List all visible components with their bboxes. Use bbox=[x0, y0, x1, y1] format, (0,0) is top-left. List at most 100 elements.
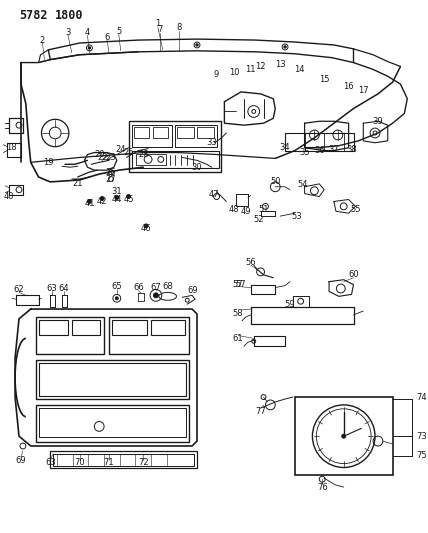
Text: 74: 74 bbox=[416, 393, 427, 401]
Text: 65: 65 bbox=[111, 282, 122, 291]
Text: 46: 46 bbox=[141, 224, 152, 233]
Text: 13: 13 bbox=[275, 60, 285, 69]
Bar bbox=[39, 320, 68, 335]
Bar bbox=[36, 405, 189, 442]
Text: 44: 44 bbox=[112, 195, 122, 204]
Text: 27: 27 bbox=[106, 175, 116, 184]
Bar bbox=[151, 320, 185, 335]
Text: 41: 41 bbox=[84, 199, 95, 208]
Text: 63: 63 bbox=[47, 284, 58, 293]
Text: 71: 71 bbox=[104, 458, 114, 467]
Circle shape bbox=[127, 195, 131, 198]
Text: 55: 55 bbox=[350, 205, 361, 214]
Text: 4: 4 bbox=[85, 28, 90, 37]
Text: 16: 16 bbox=[343, 82, 354, 91]
Text: 11: 11 bbox=[246, 65, 256, 74]
Bar bbox=[295, 397, 392, 475]
Text: 10: 10 bbox=[229, 68, 239, 77]
Text: 9: 9 bbox=[214, 70, 219, 79]
Circle shape bbox=[154, 293, 158, 298]
Bar bbox=[132, 151, 219, 168]
Text: 60: 60 bbox=[348, 270, 359, 279]
Text: 24: 24 bbox=[116, 145, 126, 154]
Text: 50: 50 bbox=[270, 177, 280, 187]
Bar bbox=[197, 127, 214, 138]
Text: 3: 3 bbox=[65, 28, 71, 37]
Text: 17: 17 bbox=[358, 86, 369, 95]
Bar bbox=[112, 320, 147, 335]
Text: 77: 77 bbox=[255, 407, 266, 416]
Text: 49: 49 bbox=[241, 207, 251, 216]
Text: 69: 69 bbox=[16, 456, 26, 465]
Text: 18: 18 bbox=[6, 143, 17, 152]
Text: 1800: 1800 bbox=[55, 9, 84, 22]
Circle shape bbox=[88, 47, 91, 49]
Bar bbox=[137, 154, 166, 165]
Text: 19: 19 bbox=[43, 158, 54, 167]
Circle shape bbox=[144, 224, 148, 228]
Text: 39: 39 bbox=[373, 117, 383, 126]
Text: 23: 23 bbox=[106, 153, 116, 162]
Bar bbox=[51, 451, 197, 469]
Bar bbox=[72, 320, 100, 335]
Text: 12: 12 bbox=[256, 62, 266, 71]
Bar bbox=[53, 454, 194, 465]
Text: 67: 67 bbox=[151, 283, 161, 292]
Text: 75: 75 bbox=[416, 451, 427, 461]
Circle shape bbox=[284, 46, 286, 48]
Text: 48: 48 bbox=[229, 205, 240, 214]
Text: 38: 38 bbox=[346, 145, 357, 154]
Bar bbox=[178, 127, 194, 138]
Text: 7: 7 bbox=[157, 25, 163, 34]
Text: 8: 8 bbox=[177, 23, 182, 32]
Text: 33: 33 bbox=[206, 138, 217, 147]
Text: 66: 66 bbox=[133, 283, 144, 292]
Text: 20: 20 bbox=[94, 150, 104, 159]
Text: 30: 30 bbox=[192, 163, 202, 172]
Text: 22: 22 bbox=[98, 153, 108, 162]
Text: 53: 53 bbox=[291, 212, 302, 221]
Circle shape bbox=[342, 434, 346, 438]
Text: 42: 42 bbox=[97, 197, 107, 206]
Text: 61: 61 bbox=[233, 334, 244, 343]
Text: 57: 57 bbox=[236, 280, 247, 289]
Text: 69: 69 bbox=[188, 286, 199, 295]
Text: 72: 72 bbox=[138, 458, 149, 467]
Text: 59: 59 bbox=[285, 300, 295, 309]
Text: 5782: 5782 bbox=[19, 9, 48, 22]
Text: 31: 31 bbox=[111, 187, 122, 196]
Text: 36: 36 bbox=[314, 146, 325, 155]
Text: 73: 73 bbox=[416, 432, 427, 441]
Text: 51: 51 bbox=[258, 205, 269, 214]
Bar bbox=[109, 317, 189, 354]
Bar bbox=[134, 127, 149, 138]
Bar bbox=[175, 125, 217, 147]
Text: 15: 15 bbox=[319, 75, 330, 84]
Circle shape bbox=[115, 196, 119, 199]
Text: 40: 40 bbox=[4, 192, 15, 201]
Text: 35: 35 bbox=[299, 148, 310, 157]
Text: 5: 5 bbox=[116, 27, 122, 36]
Text: 63: 63 bbox=[45, 458, 56, 467]
Text: 56: 56 bbox=[246, 257, 256, 266]
Text: 47: 47 bbox=[208, 190, 219, 199]
Text: 28: 28 bbox=[138, 150, 149, 159]
Circle shape bbox=[100, 197, 104, 200]
Bar bbox=[36, 360, 189, 399]
Text: 70: 70 bbox=[74, 458, 85, 467]
Bar bbox=[36, 317, 104, 354]
Text: 54: 54 bbox=[297, 180, 308, 189]
Text: 1: 1 bbox=[155, 19, 160, 28]
Text: 57: 57 bbox=[233, 280, 244, 289]
Circle shape bbox=[196, 44, 198, 46]
Text: 14: 14 bbox=[294, 65, 305, 74]
Text: 76: 76 bbox=[317, 482, 327, 491]
Bar bbox=[39, 363, 186, 396]
Bar bbox=[153, 127, 168, 138]
Text: 21: 21 bbox=[72, 179, 83, 188]
Text: 26: 26 bbox=[106, 167, 116, 176]
Text: 64: 64 bbox=[59, 284, 69, 293]
Text: 25: 25 bbox=[123, 148, 134, 157]
Text: 6: 6 bbox=[104, 33, 110, 42]
Text: 45: 45 bbox=[123, 195, 134, 204]
